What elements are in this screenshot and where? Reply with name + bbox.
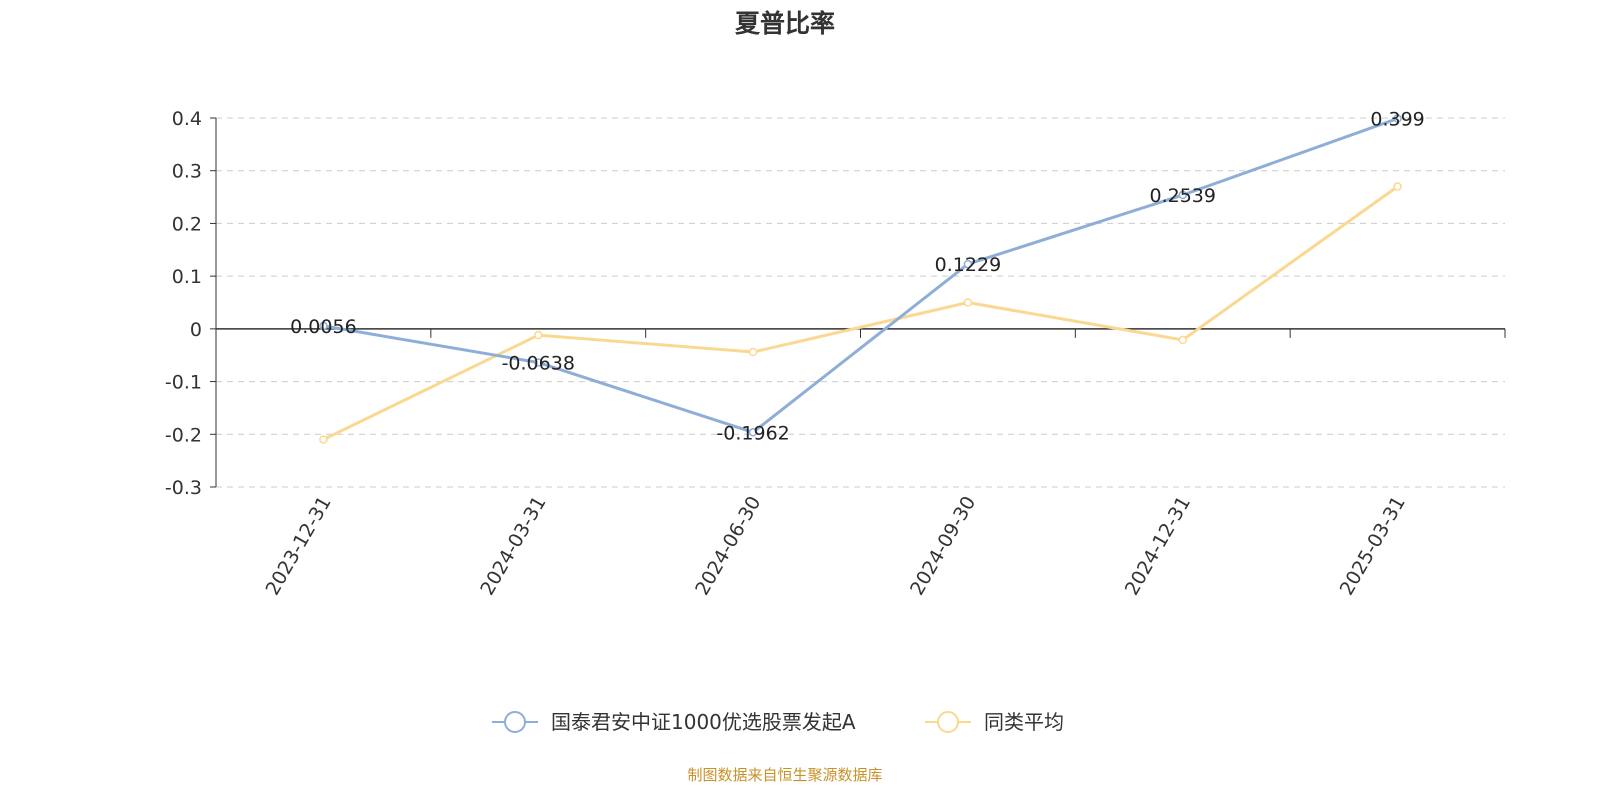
legend-label: 同类平均 bbox=[984, 710, 1064, 734]
x-tick-label: 2024-06-30 bbox=[691, 493, 765, 600]
source-note: 制图数据来自恒生聚源数据库 bbox=[687, 766, 882, 784]
y-tick-label: 0.2 bbox=[172, 213, 202, 235]
data-label: 0.399 bbox=[1370, 109, 1424, 131]
data-point[interactable] bbox=[319, 435, 328, 444]
chart-title: 夏普比率 bbox=[735, 9, 835, 38]
x-tick-label: 2024-12-31 bbox=[1121, 493, 1195, 600]
data-point[interactable] bbox=[748, 347, 758, 357]
data-point[interactable] bbox=[1178, 190, 1187, 200]
data-point[interactable] bbox=[534, 358, 543, 367]
data-point[interactable] bbox=[319, 321, 328, 331]
data-labels: 0.0056 -0.0638 -0.1962 0.1229 0.2539 0.399 bbox=[290, 109, 1425, 445]
x-tick-label: 2025-03-31 bbox=[1336, 493, 1410, 600]
y-tick-label: 0.4 bbox=[172, 108, 202, 130]
data-point[interactable] bbox=[963, 259, 973, 269]
legend-label: 国泰君安中证1000优选股票发起A bbox=[551, 710, 856, 734]
legend-circle-icon bbox=[937, 711, 959, 733]
data-label: -0.0638 bbox=[502, 352, 575, 374]
y-tick-label: 0 bbox=[190, 319, 202, 341]
data-point[interactable] bbox=[1393, 114, 1402, 123]
data-label: 0.2539 bbox=[1150, 185, 1216, 207]
legend-circle-icon bbox=[504, 711, 526, 733]
y-tick-label: -0.3 bbox=[165, 477, 202, 499]
grid-lines bbox=[216, 117, 1505, 488]
y-tick-label: 0.1 bbox=[172, 266, 202, 288]
data-point[interactable] bbox=[534, 330, 543, 340]
x-tick-label: 2024-09-30 bbox=[906, 493, 980, 600]
data-point[interactable] bbox=[748, 428, 758, 437]
data-point[interactable] bbox=[1178, 335, 1187, 345]
y-tick-label: 0.3 bbox=[172, 161, 202, 183]
y-tick-label: -0.1 bbox=[165, 372, 202, 394]
y-tick-label: -0.2 bbox=[165, 424, 202, 446]
series-line bbox=[323, 117, 1399, 434]
series-line bbox=[322, 185, 1399, 441]
data-label: -0.1962 bbox=[716, 422, 789, 444]
axes: -0.3 -0.2 -0.1 0 0.1 0.2 0.3 0.4 2023-12-31 2024-… bbox=[165, 108, 1506, 600]
data-point[interactable] bbox=[963, 298, 973, 307]
legend-item[interactable]: 国泰君安中证1000优选股票发起A bbox=[492, 710, 856, 734]
x-tick-label: 2023-12-31 bbox=[261, 493, 335, 600]
legend[interactable]: 国泰君安中证1000优选股票发起A 同类平均 bbox=[492, 710, 1064, 734]
data-label: 0.1229 bbox=[935, 254, 1001, 276]
x-tick-label: 2024-03-31 bbox=[476, 493, 550, 600]
data-point[interactable] bbox=[1393, 182, 1402, 191]
legend-item[interactable]: 同类平均 bbox=[925, 710, 1064, 734]
data-label: 0.0056 bbox=[290, 316, 356, 338]
series-lines bbox=[319, 114, 1402, 444]
